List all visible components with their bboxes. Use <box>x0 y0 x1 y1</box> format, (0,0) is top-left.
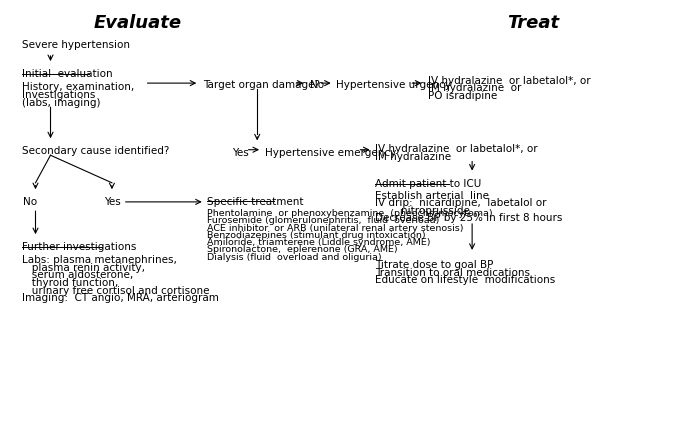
Text: No: No <box>310 80 324 89</box>
Text: Benzodiazepines (stimulant drug intoxication): Benzodiazepines (stimulant drug intoxica… <box>208 230 426 239</box>
Text: IV hydralazine  or labetalol*, or: IV hydralazine or labetalol*, or <box>427 75 590 86</box>
Text: Yes: Yes <box>103 196 121 206</box>
Text: plasma renin activity,: plasma renin activity, <box>22 262 145 272</box>
Text: Hypertensive urgency: Hypertensive urgency <box>336 80 451 89</box>
Text: No: No <box>23 196 38 206</box>
Text: Titrate dose to goal BP: Titrate dose to goal BP <box>375 259 494 270</box>
Text: Spironolactone,  eplerenone (GRA, AME): Spironolactone, eplerenone (GRA, AME) <box>208 245 398 254</box>
Text: serum aldosterone,: serum aldosterone, <box>22 270 133 280</box>
Text: Specific treatment: Specific treatment <box>208 196 304 206</box>
Text: Amiloride, triamterene (Liddle syndrome, AME): Amiloride, triamterene (Liddle syndrome,… <box>208 238 431 247</box>
Text: Establish arterial  line: Establish arterial line <box>375 190 489 200</box>
Text: thyroid function,: thyroid function, <box>22 277 118 287</box>
Text: Evaluate: Evaluate <box>94 14 182 32</box>
Text: Labs: plasma metanephrines,: Labs: plasma metanephrines, <box>22 254 177 265</box>
Text: Dialysis (fluid  overload and oliguria): Dialysis (fluid overload and oliguria) <box>208 252 382 261</box>
Text: Educate on lifestyle  modifications: Educate on lifestyle modifications <box>375 275 556 285</box>
Text: Secondary cause identified?: Secondary cause identified? <box>22 146 169 156</box>
Text: History, examination,: History, examination, <box>22 82 134 92</box>
Text: Yes: Yes <box>232 147 249 157</box>
Text: Target organ damage?: Target organ damage? <box>203 80 320 89</box>
Text: Imaging:  CT angio, MRA, arteriogram: Imaging: CT angio, MRA, arteriogram <box>22 293 219 302</box>
Text: Decrease BP by 25% in first 8 hours: Decrease BP by 25% in first 8 hours <box>375 213 562 223</box>
Text: (labs, imaging): (labs, imaging) <box>22 98 101 108</box>
Text: urinary free cortisol and cortisone: urinary free cortisol and cortisone <box>22 285 210 295</box>
Text: PO isradipine: PO isradipine <box>427 91 497 101</box>
Text: Hypertensive emergency: Hypertensive emergency <box>265 147 397 157</box>
Text: Furosemide (glomerulonephritis,  fluid  overload): Furosemide (glomerulonephritis, fluid ov… <box>208 216 440 225</box>
Text: IM hydralazine  or: IM hydralazine or <box>427 83 521 93</box>
Text: Treat: Treat <box>508 14 560 32</box>
Text: Admit patient to ICU: Admit patient to ICU <box>375 178 482 188</box>
Text: ACE inhibitor  or ARB (unilateral renal artery stenosis): ACE inhibitor or ARB (unilateral renal a… <box>208 223 464 232</box>
Text: Phentolamine  or phenoxybenzamine  (pheochromocytoma): Phentolamine or phenoxybenzamine (pheoch… <box>208 209 493 218</box>
Text: nitroprusside: nitroprusside <box>375 205 470 216</box>
Text: IV hydralazine  or labetalol*, or: IV hydralazine or labetalol*, or <box>375 144 538 154</box>
Text: Initial  evaluation: Initial evaluation <box>22 69 112 79</box>
Text: Severe hypertension: Severe hypertension <box>22 40 130 49</box>
Text: Further investigations: Further investigations <box>22 242 136 252</box>
Text: IV drip:  nicardipine,  labetalol or: IV drip: nicardipine, labetalol or <box>375 198 547 208</box>
Text: IM hydralazine: IM hydralazine <box>375 152 451 161</box>
Text: Investigations: Investigations <box>22 90 95 100</box>
Text: Transition to oral medications: Transition to oral medications <box>375 267 530 277</box>
